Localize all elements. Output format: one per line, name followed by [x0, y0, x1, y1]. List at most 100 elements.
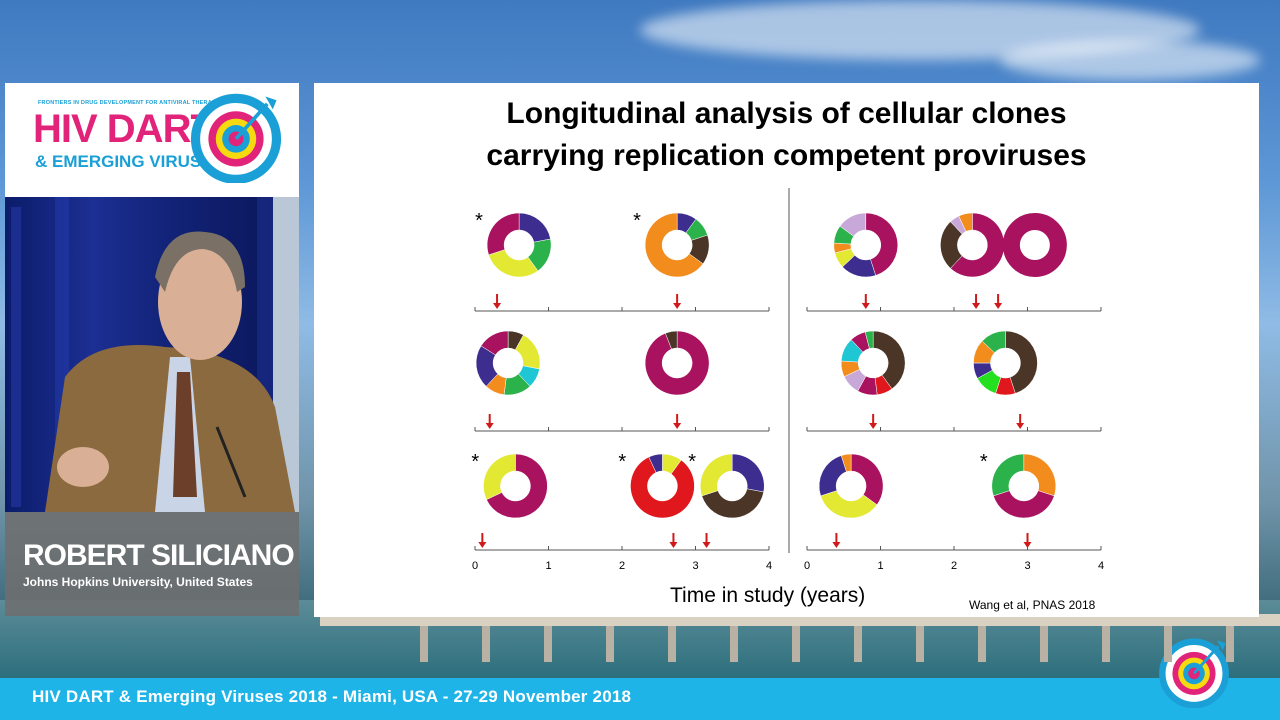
- donut-segment: [700, 453, 733, 497]
- asterisk-marker: *: [688, 451, 696, 473]
- pier-post: [1226, 626, 1234, 662]
- asterisk-marker: *: [471, 451, 479, 473]
- pier-background: [320, 614, 1280, 626]
- donut-segment: [1005, 330, 1038, 394]
- logo-title: HIV DART: [33, 107, 215, 151]
- arrow-head: [994, 303, 1003, 309]
- arrow-head: [861, 303, 870, 309]
- donut-segment: [644, 330, 710, 396]
- x-tick-label: 2: [619, 560, 625, 572]
- sampling-arrow: [832, 533, 841, 548]
- slide-title: Longitudinal analysis of cellular clones…: [314, 93, 1259, 177]
- donut-segment: [991, 453, 1025, 497]
- sampling-arrow: [485, 414, 494, 429]
- clone-donut: [840, 330, 906, 396]
- asterisk-marker: *: [618, 451, 626, 473]
- donut-segment: [958, 212, 973, 232]
- donut-segment: [732, 453, 765, 493]
- donut-segment: [480, 330, 509, 356]
- pier-post: [916, 626, 924, 662]
- slide-title-line-1: Longitudinal analysis of cellular clones: [506, 97, 1067, 130]
- pier-post: [854, 626, 862, 662]
- sampling-arrow: [861, 294, 870, 309]
- sampling-arrow: [972, 294, 981, 309]
- logo-tagline: FRONTIERS IN DRUG DEVELOPMENT FOR ANTIVI…: [38, 100, 226, 106]
- donut-segment: [630, 456, 695, 519]
- clone-donut: [833, 212, 899, 278]
- x-tick-label: 0: [472, 560, 478, 572]
- donut-segment: [818, 455, 847, 497]
- x-tick-label: 0: [804, 560, 810, 572]
- footer-bar: HIV DART & Emerging Viruses 2018 - Miami…: [0, 678, 1280, 720]
- clone-donut: [630, 453, 695, 519]
- pier-post: [792, 626, 800, 662]
- speaker-video: [5, 197, 299, 512]
- x-tick-label: 4: [1098, 560, 1104, 572]
- donut-segment: [665, 330, 678, 350]
- clone-donut: [818, 453, 884, 519]
- donut-segment: [872, 330, 906, 390]
- clone-donut: [991, 453, 1057, 519]
- arrow-head: [869, 423, 878, 429]
- donut-segment: [486, 212, 520, 256]
- donut-segment: [701, 488, 764, 519]
- speaker-figure: [11, 197, 299, 512]
- arrow-head: [669, 542, 678, 548]
- pier-post: [1102, 626, 1110, 662]
- footer-target-logo-icon: [1159, 638, 1229, 708]
- pier-post: [482, 626, 490, 662]
- clone-donut: [973, 330, 1038, 396]
- donut-segment: [865, 212, 899, 276]
- x-tick-label: 4: [766, 560, 772, 572]
- asterisk-marker: *: [633, 210, 641, 232]
- sampling-arrow: [702, 533, 711, 548]
- sampling-arrow: [1023, 533, 1032, 548]
- asterisk-marker: *: [475, 210, 483, 232]
- pier-post: [1040, 626, 1048, 662]
- clone-donut-chart: * * * * * * 0 1 2 3 4 0 1 2 3 4: [471, 188, 1104, 572]
- x-tick-label: 2: [951, 560, 957, 572]
- pier-post: [420, 626, 428, 662]
- slide-title-line-2: carrying replication competent proviruse…: [486, 139, 1087, 172]
- arrow-head: [1016, 423, 1025, 429]
- donut-segment: [840, 453, 852, 473]
- pier-post: [978, 626, 986, 662]
- pier-post: [606, 626, 614, 662]
- conference-logo-panel: FRONTIERS IN DRUG DEVELOPMENT FOR ANTIVI…: [5, 83, 299, 197]
- arrow-head: [493, 303, 502, 309]
- clone-donut: [700, 453, 765, 519]
- arrow-head: [1023, 542, 1032, 548]
- donut-segment: [648, 453, 663, 473]
- speaker-name: ROBERT SILICIANO: [23, 539, 295, 572]
- sampling-arrow: [673, 414, 682, 429]
- speaker-affiliation: Johns Hopkins University, United States: [23, 575, 253, 589]
- donut-segment: [518, 212, 551, 243]
- donut-segment: [981, 330, 1006, 354]
- x-tick-label: 1: [877, 560, 883, 572]
- donut-segment: [644, 212, 704, 278]
- sampling-arrow: [994, 294, 1003, 309]
- donut-segment: [483, 453, 516, 500]
- donut-segment: [864, 330, 874, 349]
- citation: Wang et al, PNAS 2018: [969, 598, 1096, 612]
- clone-donut: [483, 453, 548, 519]
- footer-conference-info: HIV DART & Emerging Viruses 2018 - Miami…: [32, 687, 632, 706]
- arrow-head: [702, 542, 711, 548]
- pier-post: [730, 626, 738, 662]
- sampling-arrow: [673, 294, 682, 309]
- donut-segment: [993, 490, 1055, 519]
- x-tick-label: 3: [692, 560, 698, 572]
- donut-segment: [950, 212, 1005, 278]
- donut-segment: [1002, 213, 1067, 277]
- clone-donut: [486, 212, 552, 278]
- arrow-head: [673, 423, 682, 429]
- arrow-head: [478, 542, 487, 548]
- x-axis-label: Time in study (years): [670, 584, 866, 607]
- arrow-head: [832, 542, 841, 548]
- donut-segment: [488, 249, 539, 278]
- clone-donut: [1002, 213, 1067, 277]
- clone-donut: [644, 330, 710, 396]
- asterisk-marker: *: [980, 451, 988, 473]
- sampling-arrow: [493, 294, 502, 309]
- arrow-head: [972, 303, 981, 309]
